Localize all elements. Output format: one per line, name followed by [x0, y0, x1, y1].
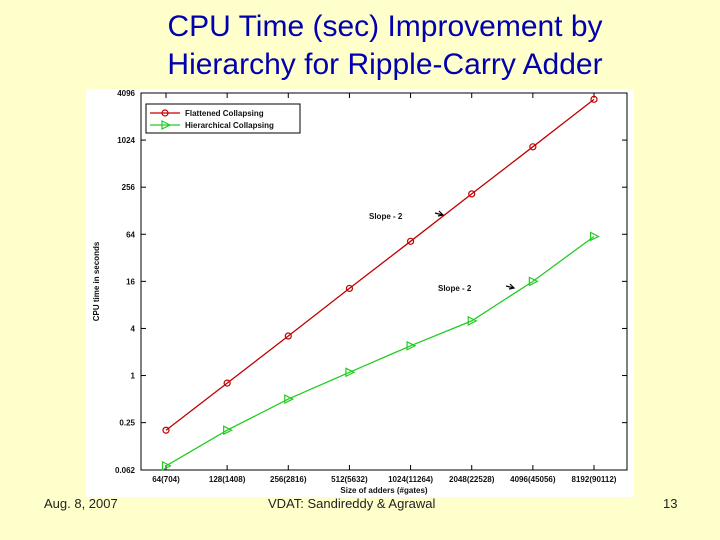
- footer-authors: VDAT: Sandireddy & Agrawal: [268, 496, 436, 511]
- data-point: [284, 394, 295, 405]
- y-tick-label: 1: [131, 372, 136, 381]
- data-point: [284, 332, 292, 340]
- x-tick-label: 4096(45056): [510, 475, 556, 484]
- data-point: [406, 340, 417, 351]
- y-axis-title: CPU time in seconds: [92, 241, 101, 321]
- chart-panel: 0.062 0.25 1 4 16 64 256 1024 4096 64(704) 128(140…: [86, 89, 634, 497]
- plot-frame: [140, 92, 628, 471]
- y-tick-label: 16: [126, 277, 135, 286]
- x-tick-label: 1024(11264): [388, 475, 433, 484]
- legend-swatch-marker: [161, 109, 169, 117]
- x-tick-label: 512(5632): [331, 475, 368, 484]
- slope-annotation: Slope - 2: [438, 284, 472, 293]
- legend-label: Flattened Collapsing: [185, 109, 264, 118]
- y-tick-label: 64: [126, 230, 135, 239]
- slide-title: CPU Time (sec) Improvement by Hierarchy …: [60, 8, 710, 84]
- cpu-time-chart: 0.062 0.25 1 4 16 64 256 1024 4096 64(704) 128(140…: [92, 89, 628, 495]
- annotation-arrowhead: [508, 283, 516, 290]
- data-point: [161, 460, 172, 471]
- data-point: [406, 237, 415, 245]
- x-tick-label: 128(1408): [209, 475, 246, 484]
- footer-date: Aug. 8, 2007: [44, 496, 118, 511]
- x-tick-label: 256(2816): [270, 475, 307, 484]
- y-tick-label: 256: [122, 183, 136, 192]
- y-tick-label: 0.062: [115, 466, 136, 475]
- legend-box: [145, 103, 301, 134]
- data-point: [162, 426, 170, 434]
- data-point: [590, 95, 598, 103]
- data-point: [345, 284, 354, 293]
- title-line-2: Hierarchy for Ripple-Carry Adder: [167, 48, 603, 81]
- slope-annotation: Slope - 2: [369, 212, 403, 221]
- y-tick-label: 4096: [117, 89, 135, 98]
- x-tick-label: 2048(22528): [449, 475, 495, 484]
- data-point: [223, 425, 233, 436]
- y-tick-label: 0.25: [119, 419, 135, 428]
- data-point: [529, 143, 537, 151]
- legend-swatch-marker: [161, 120, 172, 130]
- data-point: [345, 367, 356, 378]
- data-point: [468, 190, 476, 198]
- data-point: [589, 231, 600, 242]
- legend-label: Hierarchical Collapsing: [185, 121, 274, 130]
- data-point: [467, 315, 478, 326]
- x-tick-label: 64(704): [152, 475, 180, 484]
- x-axis-title: Size of adders (#gates): [340, 486, 427, 495]
- data-point: [223, 379, 231, 387]
- annotation-arrowhead: [437, 210, 445, 217]
- x-tick-label: 8192(90112): [572, 475, 617, 484]
- y-tick-label: 4: [131, 324, 136, 333]
- data-point: [528, 276, 539, 287]
- series-line-1: [165, 98, 595, 431]
- series-line-2: [165, 235, 595, 467]
- y-tick-label: 1024: [117, 136, 135, 145]
- footer-page-number: 13: [663, 496, 678, 511]
- title-line-1: CPU Time (sec) Improvement by: [167, 10, 603, 43]
